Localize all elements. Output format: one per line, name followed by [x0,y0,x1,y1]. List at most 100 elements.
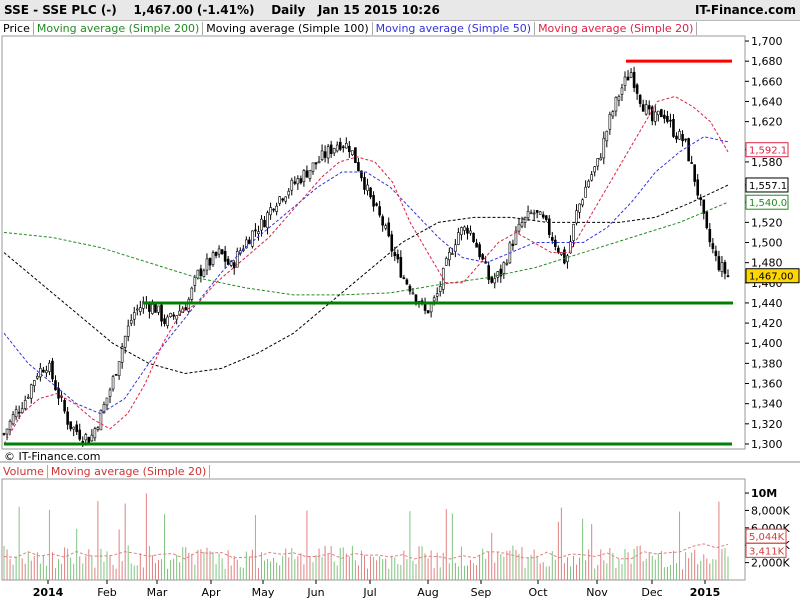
candle-body [214,251,218,256]
candle-body [726,275,730,277]
candle-body [511,243,515,246]
candle-body [390,234,394,252]
x-tick-label: Oct [528,586,548,599]
candle-body [348,145,351,153]
chart-title-bar: SSE - SSE PLC (-) 1,467.00 (-1.41%) Dail… [0,0,800,21]
candle-body [354,147,357,164]
candle-body [260,218,263,231]
candle-body [714,250,718,257]
candle-body [369,187,372,198]
candle-body [314,162,318,165]
y-tick-label: 1,440 [751,297,783,310]
candle-body [611,111,615,117]
x-tick-label: Jul [362,586,376,599]
candle-body [684,138,687,141]
candle-body [432,297,436,302]
candle-body [690,162,693,164]
candle-body [184,307,188,311]
candle-body [557,247,560,253]
candle-body [114,374,118,376]
candle-body [208,258,212,266]
candle-body [569,241,572,254]
legend-ma100[interactable]: Moving average (Simple 100) [203,22,373,35]
candle-body [151,304,154,314]
value-badge [745,142,789,158]
y-tick-label: 1,700 [751,35,783,48]
period-label: Daily [271,3,306,17]
candle-body [26,396,30,399]
candle-body [275,205,278,212]
candle-body [451,253,454,255]
candle-body [487,265,490,280]
x-tick-label: Apr [201,586,221,599]
candle-body [278,196,281,204]
y-tick-label: 1,480 [751,257,783,270]
candle-body [584,186,587,198]
price-panel [1,35,746,450]
candle-body [363,177,366,190]
legend-volume[interactable]: Volume [0,465,48,478]
ma200-line [3,201,729,296]
legend-ma200[interactable]: Moving average (Simple 200) [33,22,204,35]
candle-body [329,144,333,155]
value-badge [745,268,800,284]
candle-body [593,166,597,173]
y-tick-label: 1,620 [751,116,783,129]
candle-body [687,138,690,162]
candle-body [66,411,69,425]
legend-ma50[interactable]: Moving average (Simple 50) [372,22,536,35]
candle-body [526,211,530,219]
candle-body [426,310,430,314]
candle-body [51,360,54,380]
candle-body [463,226,466,231]
candle-body [281,198,284,201]
candle-body [620,87,624,95]
candle-body [681,134,684,142]
y-tick-label: 1,580 [751,156,783,169]
candle-body [226,258,230,265]
candle-body [472,232,475,242]
candle-body [387,222,391,237]
candle-body [641,104,645,112]
candle-body [139,307,142,312]
candle-body [693,164,696,182]
candle-body [551,237,554,241]
datetime-label: Jan 15 2015 10:26 [317,3,440,17]
candle-body [157,305,160,313]
candle-body [605,130,609,142]
candle-body [475,242,478,248]
candle-body [448,251,451,261]
indicator-legend: Price Moving average (Simple 200) Moving a… [0,21,698,36]
value-badge-label: 1,592.1 [749,146,787,157]
candle-body [444,258,448,266]
site-name: IT-Finance.com [694,3,796,17]
legend-price[interactable]: Price [0,22,34,35]
candle-body [36,375,39,379]
value-badge-label: 1,557.1 [749,181,787,192]
candle-body [54,380,57,391]
volume-badge-label: 3,411K [749,546,785,557]
legend-ma20[interactable]: Moving average (Simple 20) [535,22,698,35]
x-tick-label: Nov [586,586,608,599]
y-tick-label: 1,500 [751,237,783,250]
value-badge-label: 1,467.00 [749,272,794,283]
legend-vma20[interactable]: Moving average (Simple 20) [47,465,211,478]
candle-body [623,76,627,86]
candle-body [29,384,33,399]
candle-body [460,227,463,235]
candle-body [653,111,657,122]
candle-body [263,220,266,228]
y-tick-label: 1,520 [751,216,783,229]
candle-body [457,232,460,245]
candle-body [296,178,300,185]
candle-body [381,216,384,226]
candle-body [57,387,60,399]
candle-body [372,195,375,207]
volume-tick-label: 2,000K [751,557,790,570]
candle-body [172,314,175,317]
candle-body [169,313,172,317]
candle-body [663,114,666,119]
candle-body [23,400,27,409]
candle-body [163,318,166,324]
